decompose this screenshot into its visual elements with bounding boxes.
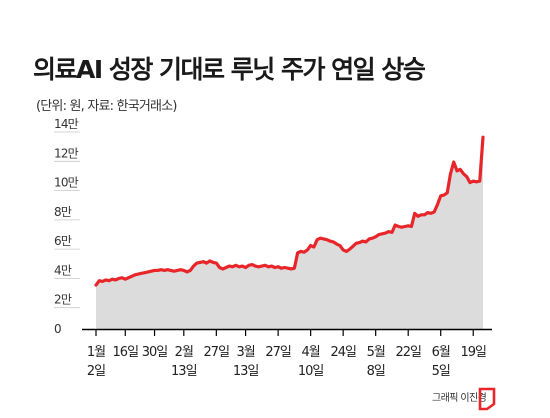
brand-logo-icon: [478, 387, 496, 411]
price-line: [94, 135, 485, 287]
x-tick-label: 30일: [142, 345, 168, 360]
y-tick-label: 10만: [54, 176, 79, 190]
y-tick-label: 8만: [54, 205, 72, 219]
x-tick-label: 27일: [265, 345, 291, 360]
graphic-credit: 그래픽 이진경: [432, 393, 487, 404]
x-tick-label-day: 10일: [298, 364, 324, 379]
x-tick-label: 1월: [87, 345, 105, 360]
y-tick-label: 2만: [54, 293, 72, 307]
x-tick-label: 16일: [113, 345, 139, 360]
x-tick-label: 2월: [175, 345, 193, 360]
x-tick-label-day: 2일: [87, 364, 105, 379]
x-tick-label-day: 8일: [367, 364, 385, 379]
y-tick-label: 14만: [54, 117, 79, 131]
x-tick-label: 22일: [395, 345, 421, 360]
x-tick-label: 24일: [330, 345, 356, 360]
x-tick-label-day: 13일: [171, 364, 197, 379]
x-tick-label: 19일: [460, 345, 486, 360]
y-tick-label: 12만: [54, 146, 79, 160]
x-tick-label: 3월: [236, 345, 254, 360]
x-tick-label: 5월: [367, 345, 385, 360]
x-tick-label-day: 13일: [233, 364, 259, 379]
chart-unit-source-note: (단위: 원, 자료: 한국거래소): [36, 99, 177, 114]
price-area-fill: [96, 137, 483, 329]
y-tick-label: 4만: [54, 263, 72, 277]
y-tick-label: 6만: [54, 234, 72, 248]
x-tick-label-day: 5일: [432, 364, 450, 379]
x-tick-label: 6월: [432, 345, 450, 360]
x-tick-label: 4월: [301, 345, 319, 360]
x-tick-label: 27일: [204, 345, 230, 360]
y-tick-label: 0: [54, 322, 61, 336]
chart-title: 의료AI 성장 기대로 루닛 주가 연일 상승: [33, 55, 426, 84]
